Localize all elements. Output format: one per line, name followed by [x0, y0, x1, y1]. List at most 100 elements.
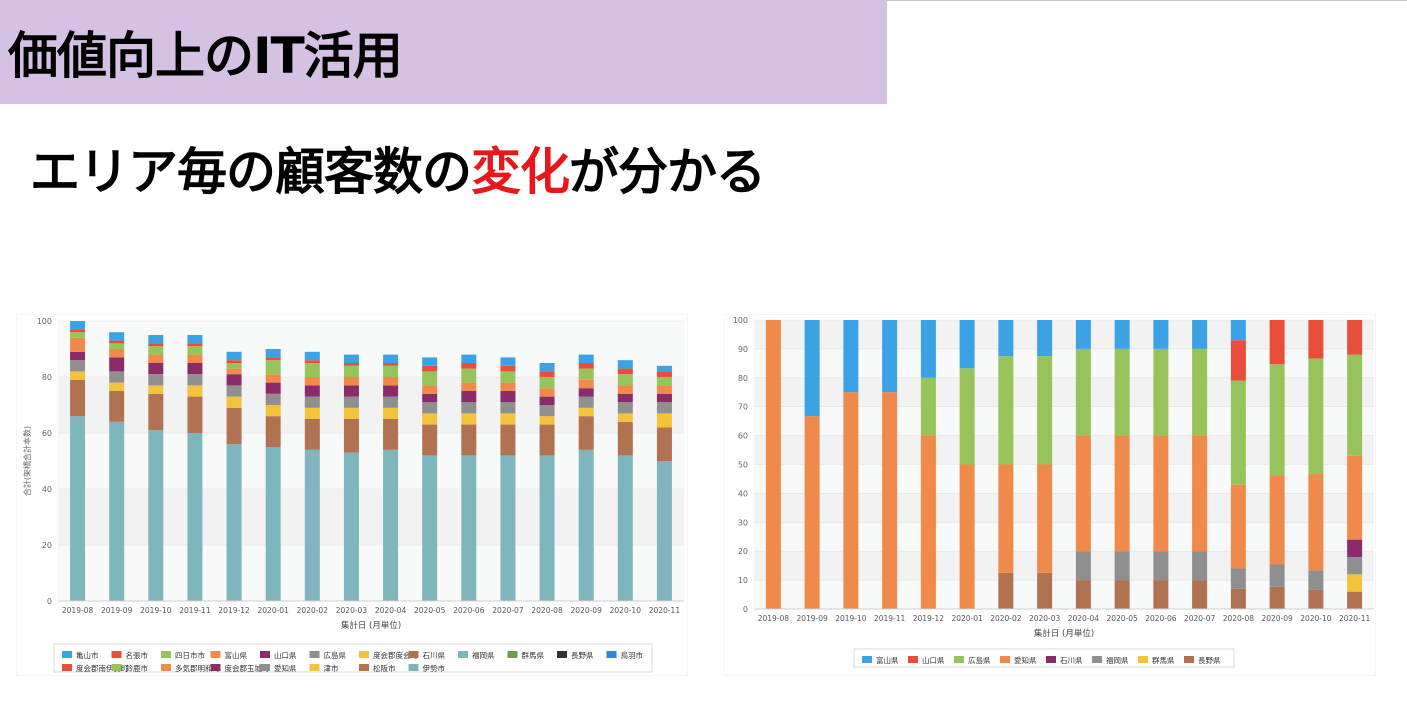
city-chart-bar-segment [109, 332, 125, 341]
city-chart-bar-segment [343, 354, 359, 363]
city-chart-bar-segment [422, 365, 438, 372]
city-chart-bar-segment [148, 343, 164, 347]
city-chart-bar-segment [304, 377, 320, 386]
prefecture-chart-legend-swatch [862, 656, 872, 663]
city-chart-bar-segment [265, 416, 281, 447]
prefecture-chart-bar-segment [1269, 320, 1285, 365]
city-chart-bar-segment [578, 368, 594, 380]
prefecture-chart-bar-segment [1153, 320, 1169, 349]
city-chart-bar-segment [539, 363, 555, 372]
prefecture-chart-bar-segment [1230, 568, 1246, 589]
prefecture-chart-x-tick-label: 2019-08 [758, 614, 790, 623]
slide-subtitle: エリア毎の顧客数の変化が分かる [30, 132, 766, 204]
city-chart-bar-segment [539, 455, 555, 601]
city-chart-bar-segment [265, 382, 281, 394]
prefecture-chart-bar-segment [998, 572, 1014, 609]
city-chart-bar-segment [422, 371, 438, 386]
prefecture-chart-x-tick-label: 2019-11 [874, 614, 906, 623]
prefecture-chart-bar-segment [804, 416, 820, 609]
subtitle-prefix: エリア毎の顧客数の [30, 143, 472, 201]
prefecture-chart-bar-segment [1192, 320, 1208, 349]
prefecture-chart-x-axis-label: 集計日 (月単位) [1034, 628, 1094, 639]
prefecture-chart-bar-segment [959, 320, 975, 369]
city-chart-x-tick-label: 2020-07 [492, 606, 524, 615]
city-chart-bar-segment [109, 340, 125, 344]
city-chart-bar-segment [500, 402, 516, 414]
city-chart-bar-segment [539, 396, 555, 405]
city-stacked-bar-chart: 0 20 40 60 80 100 合計(架橋合計本数) 2019-08 2019-09 2019… [16, 314, 688, 676]
city-chart-bar-segment [656, 402, 672, 414]
city-chart-bar-segment [578, 396, 594, 408]
prefecture-chart-bar-segment [1347, 539, 1363, 557]
prefecture-chart-bar-segment [1269, 475, 1285, 565]
city-chart-bar-segment [656, 377, 672, 386]
city-chart-bar-segment [226, 351, 242, 361]
city-chart-bar-segment [500, 413, 516, 425]
city-chart-legend-swatch [458, 651, 468, 658]
prefecture-chart-bar-segment [959, 464, 975, 609]
city-chart-bar-segment [617, 368, 633, 375]
city-chart-bar-segment [383, 365, 399, 377]
city-chart-bar-segment [226, 360, 242, 363]
city-chart-bar-segment [70, 321, 86, 330]
city-chart-legend-label: 石川県 [423, 651, 446, 660]
city-chart-x-tick-label: 2020-10 [610, 606, 642, 615]
city-chart-bar-segment [383, 396, 399, 408]
city-chart-legend-label: 山口県 [274, 650, 297, 660]
prefecture-chart-x-tick-label: 2020-07 [1184, 614, 1216, 623]
prefecture-chart-legend-swatch [1000, 656, 1010, 663]
city-chart-legend-swatch [359, 651, 369, 658]
city-chart-bar-segment [422, 413, 438, 425]
city-chart-bar-segment [70, 371, 86, 380]
city-chart-y-tick-label: 20 [42, 541, 52, 550]
city-chart-bar-segment [265, 349, 281, 358]
prefecture-chart-bar-segment [1269, 564, 1285, 587]
city-chart-y-tick-label: 80 [42, 373, 52, 382]
prefecture-chart-bar-segment [920, 435, 936, 609]
city-chart-bar-segment [226, 396, 242, 408]
city-chart-bar-segment [265, 405, 281, 417]
prefecture-chart-legend-swatch [1046, 656, 1056, 663]
city-chart-bar-segment [109, 349, 125, 358]
city-chart-bar-segment [187, 396, 203, 433]
city-chart-bar-segment [343, 419, 359, 453]
prefecture-chart-bar-segment [998, 320, 1014, 357]
city-chart-x-tick-label: 2019-10 [140, 606, 172, 615]
prefecture-chart-legend-label: 広島県 [968, 655, 991, 665]
prefecture-stacked-bar-chart: 0 10 20 30 40 50 60 70 80 90 100 2019-08 2019-09 2019… [724, 314, 1376, 676]
city-chart-legend-swatch [606, 651, 617, 658]
prefecture-chart-bar-segment [882, 392, 898, 609]
city-chart-bar-segment [226, 374, 242, 386]
city-chart-legend-label: 度会郡度会町 [373, 650, 418, 660]
prefecture-chart-bar-segment [1230, 380, 1246, 485]
prefecture-chart-bar-segment [1347, 320, 1363, 355]
city-chart-bar-segment [265, 393, 281, 405]
prefecture-chart-x-tick-label: 2020-01 [951, 614, 983, 623]
city-chart-bar-segment [578, 354, 594, 363]
prefecture-chart-bar-segment [1153, 580, 1169, 609]
city-chart-bar-segment [617, 421, 633, 456]
city-chart-bar-segment [461, 363, 477, 369]
city-chart-bar-segment [148, 374, 164, 386]
prefecture-chart-bar-segment [1192, 580, 1208, 609]
prefecture-chart-legend-swatch [908, 656, 918, 663]
city-chart-bar-segment [617, 455, 633, 601]
prefecture-chart-bar-segment [1192, 435, 1208, 552]
city-chart-legend-swatch [260, 664, 270, 671]
prefecture-chart-bar-segment [920, 377, 936, 436]
city-chart-x-tick-label: 2020-04 [375, 606, 407, 615]
city-chart-bar-segment [187, 363, 203, 375]
city-chart-bar-segment [304, 351, 320, 361]
city-chart-bar-segment [578, 379, 594, 389]
city-chart-legend-swatch [359, 664, 369, 671]
city-chart-bar-segment [539, 424, 555, 456]
city-chart-bar-segment [109, 343, 125, 349]
prefecture-chart-legend-label: 山口県 [922, 655, 945, 665]
city-chart-legend-label: 富山県 [225, 650, 248, 660]
city-chart-bar-segment [187, 343, 203, 347]
city-chart-bar-segment [656, 413, 672, 428]
city-chart-bar-segment [148, 335, 164, 344]
prefecture-chart-bar-segment [765, 320, 781, 609]
prefecture-chart-y-tick-label: 40 [738, 489, 748, 498]
prefecture-chart-legend-label: 石川県 [1060, 656, 1083, 665]
